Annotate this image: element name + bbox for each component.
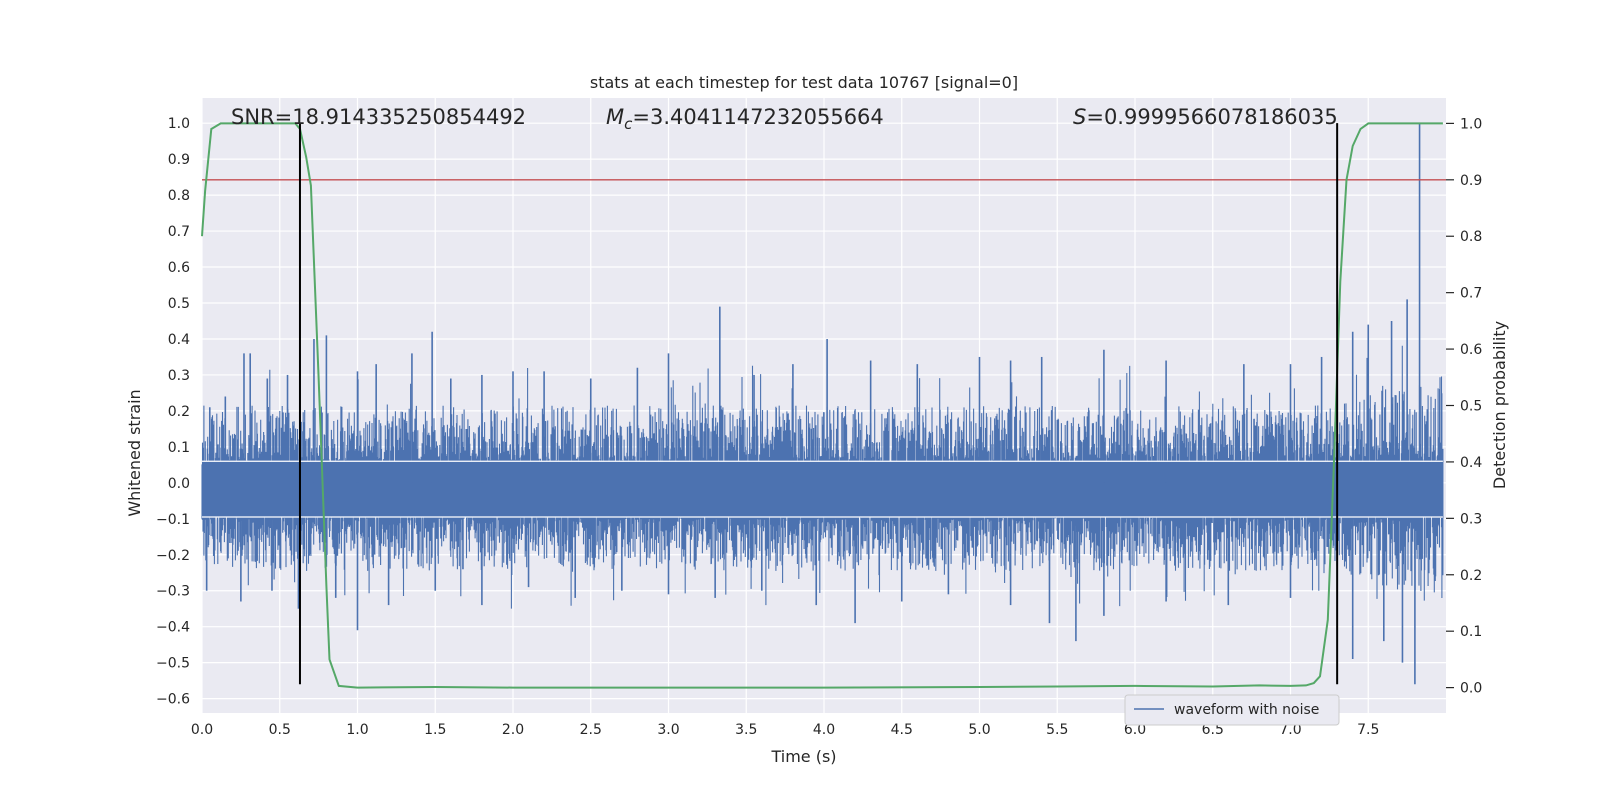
chirp-mass-annotation: Mc=3.4041147232055664 xyxy=(606,105,884,133)
x-tick-label: 1.5 xyxy=(424,722,446,738)
detection-probability-line xyxy=(201,122,1443,689)
chirp-mass-subscript: c xyxy=(624,115,633,133)
x-tick-label: 1.0 xyxy=(346,722,368,738)
y-tick-label: 0.6 xyxy=(168,260,190,276)
y-tick-label: 0.9 xyxy=(168,152,190,168)
x-tick-label: 5.0 xyxy=(968,722,990,738)
y2-tick-label: 0.7 xyxy=(1460,286,1482,302)
x-tick-label: 2.0 xyxy=(502,722,524,738)
y2-axis-label: Detection probability xyxy=(1490,321,1509,489)
x-tick-label: 0.5 xyxy=(269,722,291,738)
y2-tick-label: 0.1 xyxy=(1460,624,1482,640)
y-tick-label: 0.3 xyxy=(168,368,190,384)
x-tick-label: 4.0 xyxy=(813,722,835,738)
y2-tick-label: 0.6 xyxy=(1460,342,1482,358)
y-tick-label: −0.6 xyxy=(156,692,190,708)
x-tick-label: 3.0 xyxy=(657,722,679,738)
score-symbol: S xyxy=(1073,105,1086,129)
chirp-mass-value: =3.4041147232055664 xyxy=(632,105,883,129)
y2-tick-label: 1.0 xyxy=(1460,116,1482,132)
y2-axis-ticks: 0.0 0.1 0.2 0.3 0.4 0.5 0.6 0.7 0.8 0.9 1.0 xyxy=(1446,116,1482,697)
y-tick-label: 1.0 xyxy=(168,116,190,132)
y2-tick-label: 0.5 xyxy=(1460,399,1482,415)
y2-tick-label: 0.4 xyxy=(1460,455,1482,471)
y-axis-label: Whitened strain xyxy=(125,389,144,516)
y-axis-ticks: −0.6 −0.5 −0.4 −0.3 −0.2 −0.1 0.0 0.1 0.2 0.3 0.4 0… xyxy=(156,116,190,707)
y2-tick-label: 0.9 xyxy=(1460,173,1482,189)
y-tick-label: 0.5 xyxy=(168,296,190,312)
detection-probability-series xyxy=(201,122,1443,689)
y-tick-label: −0.3 xyxy=(156,584,190,600)
x-tick-label: 5.5 xyxy=(1046,722,1068,738)
y2-tick-label: 0.0 xyxy=(1460,681,1482,697)
score-value: =0.9999566078186035 xyxy=(1086,105,1337,129)
score-annotation: S=0.9999566078186035 xyxy=(1073,105,1338,129)
x-tick-label: 7.0 xyxy=(1279,722,1301,738)
x-tick-label: 0.0 xyxy=(191,722,213,738)
y-tick-label: 0.0 xyxy=(168,476,190,492)
x-tick-label: 3.5 xyxy=(735,722,757,738)
chirp-mass-symbol: M xyxy=(606,105,624,129)
waveform-series xyxy=(201,123,1444,685)
y-tick-label: 0.8 xyxy=(168,188,190,204)
x-tick-label: 2.5 xyxy=(580,722,602,738)
y-tick-label: −0.4 xyxy=(156,620,190,636)
x-axis-ticks: 0.0 0.5 1.0 1.5 2.0 2.5 3.0 3.5 4.0 4.5 5.0 5.5 6.0 6… xyxy=(191,722,1380,738)
legend-label-waveform: waveform with noise xyxy=(1174,702,1319,718)
grid xyxy=(201,98,1446,713)
x-tick-label: 6.0 xyxy=(1124,722,1146,738)
chart-title: stats at each timestep for test data 107… xyxy=(590,73,1018,92)
y2-tick-label: 0.8 xyxy=(1460,229,1482,245)
x-tick-label: 4.5 xyxy=(891,722,913,738)
x-tick-label: 7.5 xyxy=(1357,722,1379,738)
waveform-core-band xyxy=(202,461,1443,517)
detection-markers xyxy=(298,123,1339,685)
x-axis-label: Time (s) xyxy=(770,747,836,766)
snr-annotation: SNR=18.914335250854492 xyxy=(231,105,526,129)
y2-tick-label: 0.2 xyxy=(1460,568,1482,584)
y-tick-label: −0.2 xyxy=(156,548,190,564)
y-tick-label: 0.1 xyxy=(168,440,190,456)
y-tick-label: −0.1 xyxy=(156,512,190,528)
legend: waveform with noise xyxy=(1124,694,1340,726)
y2-tick-label: 0.3 xyxy=(1460,511,1482,527)
legend-box xyxy=(1124,694,1340,726)
y-tick-label: 0.2 xyxy=(168,404,190,420)
y-tick-label: 0.4 xyxy=(168,332,190,348)
y-tick-label: −0.5 xyxy=(156,656,190,672)
x-tick-label: 6.5 xyxy=(1202,722,1224,738)
y-tick-label: 0.7 xyxy=(168,224,190,240)
